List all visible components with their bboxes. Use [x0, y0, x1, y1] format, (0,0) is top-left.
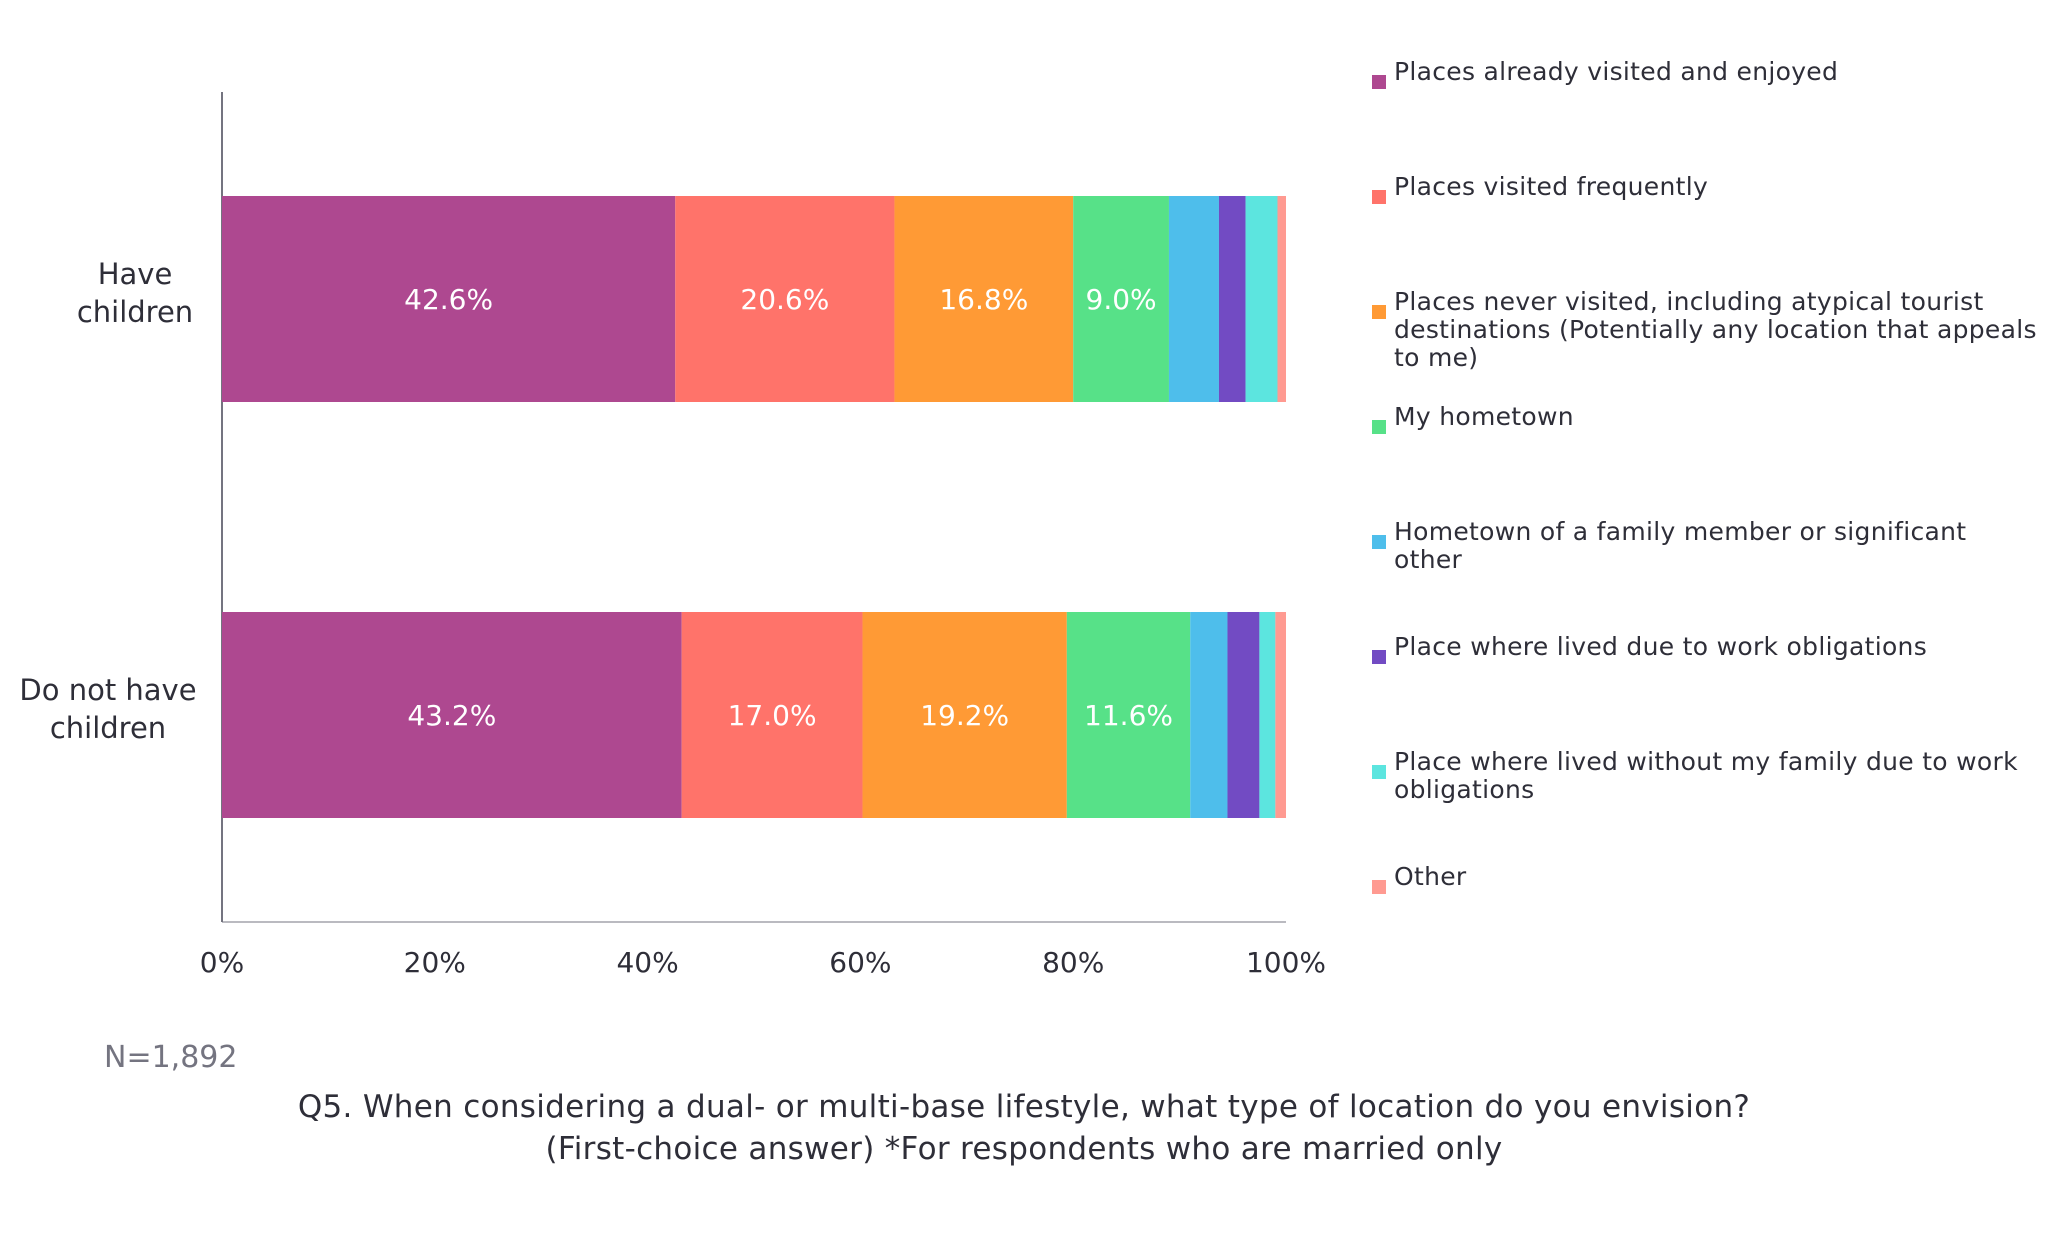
legend-label: Place where lived without my family due …: [1394, 747, 2018, 804]
legend-label: Places already visited and enjoyed: [1394, 57, 1839, 86]
x-tick-label: 0%: [200, 946, 244, 979]
legend-swatch: [1372, 420, 1386, 434]
category-label: Have: [98, 257, 173, 291]
bar-segment: [222, 196, 676, 402]
legend-swatch: [1372, 650, 1386, 664]
x-tick-label: 60%: [829, 946, 891, 979]
bar-data-label: 9.0%: [1086, 283, 1157, 316]
bar-segment: [222, 612, 682, 818]
bar-segment: [1190, 612, 1228, 818]
bar-segment: [1218, 196, 1246, 402]
x-tick-label: 100%: [1246, 946, 1326, 979]
bar-data-label: 19.2%: [920, 699, 1009, 732]
chart-caption-line1: Q5. When considering a dual- or multi-ba…: [297, 1089, 1751, 1125]
legend-swatch: [1372, 190, 1386, 204]
legend-swatch: [1372, 765, 1386, 779]
bar-segment: [1259, 612, 1276, 818]
bar-segment: [675, 196, 895, 402]
category-label: Do not have: [19, 673, 196, 707]
bar-segment: [1277, 196, 1286, 402]
x-tick-label: 20%: [404, 946, 466, 979]
x-tick-label: 40%: [616, 946, 678, 979]
bar-data-label: 17.0%: [728, 699, 817, 732]
legend-label: Other: [1394, 862, 1467, 891]
bar-segment: [1168, 196, 1219, 402]
category-label: children: [50, 711, 166, 745]
legend-label: Place where lived due to work obligation…: [1394, 632, 1928, 661]
bar-data-label: 11.6%: [1084, 699, 1173, 732]
legend-swatch: [1372, 75, 1386, 89]
bar-data-label: 20.6%: [740, 283, 829, 316]
bar-segment: [681, 612, 863, 818]
bar-segment: [1066, 612, 1191, 818]
bar-segment: [894, 196, 1074, 402]
bar-segment: [1073, 196, 1169, 402]
bar-data-label: 42.6%: [404, 283, 493, 316]
x-tick-label: 80%: [1042, 946, 1104, 979]
legend-label: Hometown of a family member or significa…: [1394, 517, 1967, 574]
stacked-bar-chart: 42.6% 20.6% 16.8% 9.0% Have children 43.2% 17.0…: [19, 92, 1326, 979]
bar-data-label: 16.8%: [939, 283, 1028, 316]
legend-swatch: [1372, 305, 1386, 319]
legend-swatch: [1372, 880, 1386, 894]
bar-segment: [1227, 612, 1260, 818]
bar-segment: [1245, 196, 1278, 402]
legend-swatch: [1372, 535, 1386, 549]
chart-caption-line2: (First-choice answer) *For respondents w…: [545, 1131, 1503, 1167]
sample-size-note: N=1,892: [104, 1040, 238, 1075]
category-label: children: [77, 295, 193, 329]
bar-data-label: 43.2%: [407, 699, 496, 732]
legend-label: Places visited frequently: [1394, 172, 1709, 201]
legend-label: Places never visited, including atypical…: [1394, 287, 2037, 372]
bar-segment: [862, 612, 1067, 818]
bar-segment: [1275, 612, 1286, 818]
legend-label: My hometown: [1394, 402, 1574, 431]
